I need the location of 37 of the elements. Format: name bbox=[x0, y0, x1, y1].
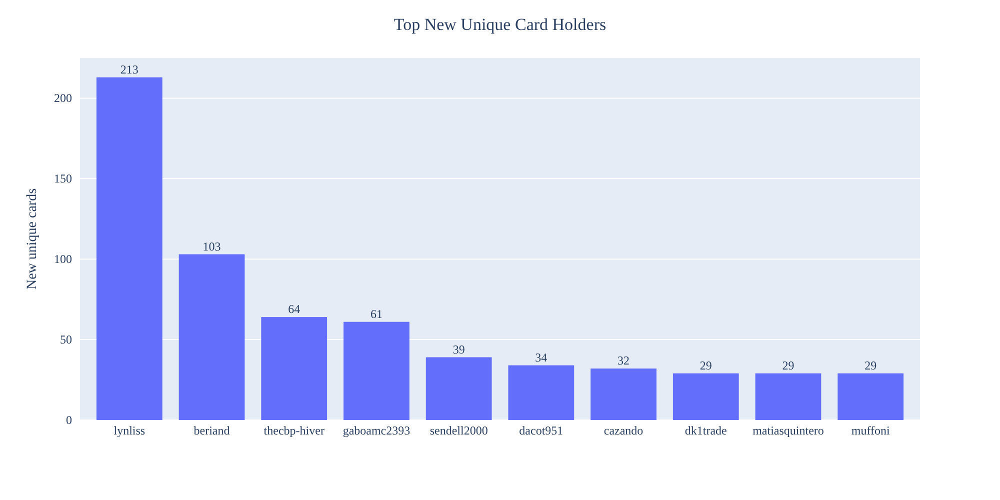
x-tick-label: lynliss bbox=[114, 424, 146, 438]
y-axis-title: New unique cards bbox=[25, 188, 40, 290]
y-tick-label: 50 bbox=[60, 332, 72, 346]
bar bbox=[426, 357, 492, 420]
data-label: 103 bbox=[202, 239, 221, 254]
bar bbox=[672, 373, 739, 420]
bar bbox=[755, 373, 822, 420]
data-label: 32 bbox=[618, 354, 630, 368]
x-tick-label: thecbp-hiver bbox=[264, 424, 324, 438]
x-tick-label: matiasquintero bbox=[752, 424, 824, 438]
data-label: 29 bbox=[700, 358, 712, 372]
bar bbox=[508, 365, 574, 420]
data-label: 213 bbox=[120, 62, 138, 76]
y-tick-label: 150 bbox=[54, 172, 72, 186]
data-label: 34 bbox=[535, 350, 548, 364]
x-tick-label: cazando bbox=[604, 424, 644, 438]
x-tick-label: dk1trade bbox=[684, 424, 727, 438]
data-label: 61 bbox=[370, 306, 382, 321]
data-label: 64 bbox=[288, 302, 300, 316]
bar bbox=[344, 322, 410, 420]
y-tick-label: 100 bbox=[54, 252, 72, 266]
bar bbox=[96, 77, 162, 420]
x-tick-label: sendell2000 bbox=[430, 424, 488, 438]
bar bbox=[178, 254, 245, 420]
x-tick-label: dacot951 bbox=[519, 424, 564, 438]
chart-title: Top New Unique Card Holders bbox=[394, 15, 606, 34]
y-tick-label: 200 bbox=[54, 91, 72, 106]
bar bbox=[838, 373, 904, 420]
x-tick-label: muffoni bbox=[851, 424, 890, 438]
data-label: 39 bbox=[452, 342, 465, 356]
y-tick-label: 0 bbox=[66, 412, 72, 427]
bar bbox=[590, 368, 656, 420]
x-tick-label: gaboamc2393 bbox=[342, 424, 410, 438]
x-tick-label: beriand bbox=[194, 424, 230, 438]
bar bbox=[261, 317, 328, 420]
data-label: 29 bbox=[864, 358, 877, 372]
data-label: 29 bbox=[782, 358, 794, 372]
